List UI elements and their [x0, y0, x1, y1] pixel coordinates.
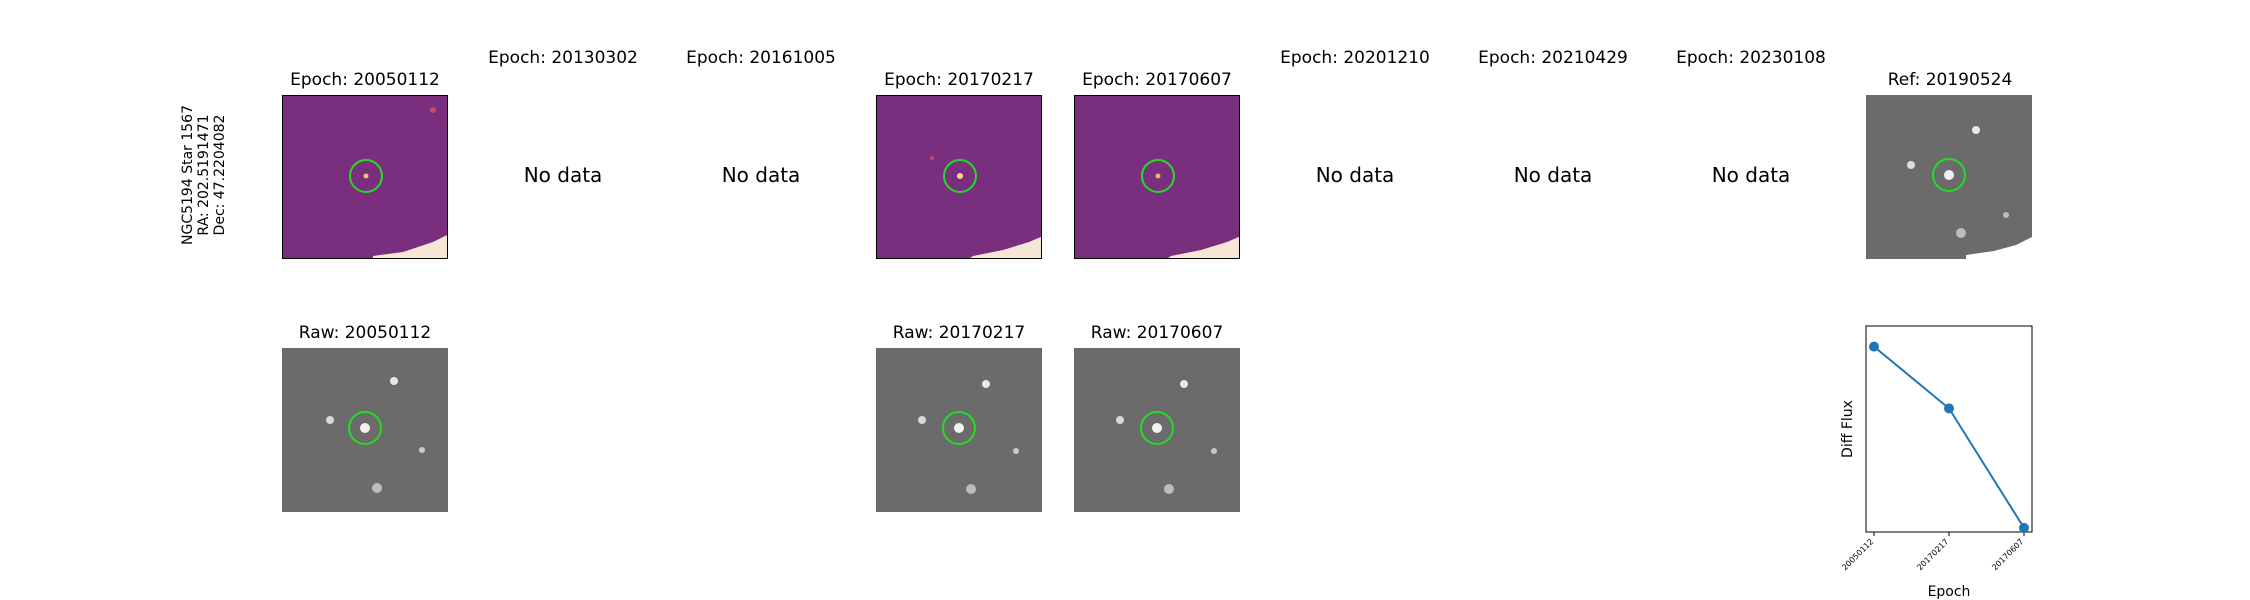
raw-title-20170217: Raw: 20170217 [892, 323, 1026, 343]
target-circle [349, 159, 383, 193]
x-tick-label-20170217: 20170217 [1915, 537, 1950, 572]
no-data-2: No data [523, 163, 603, 187]
epoch-title-4: Epoch: 20170217 [884, 70, 1034, 90]
epoch-title-6: Epoch: 20201210 [1280, 48, 1430, 68]
target-circle [1140, 411, 1174, 445]
no-data-3: No data [721, 163, 801, 187]
raw-image-20050112 [282, 348, 448, 512]
epoch-title-8: Epoch: 20230108 [1676, 48, 1826, 68]
raw-image-20170607 [1074, 348, 1240, 512]
raw-image-20170217 [876, 348, 1042, 512]
y-axis-label: Diff Flux [1840, 400, 1856, 458]
x-tick-label-20170607: 20170607 [1990, 537, 2025, 572]
data-point-20050112 [1869, 341, 1879, 352]
target-circle [943, 159, 977, 193]
star-dec: Dec: 47.2204082 [212, 114, 228, 236]
epoch-title-1: Epoch: 20050112 [290, 70, 440, 90]
diff-image-20050112 [282, 95, 448, 259]
target-circle [348, 411, 382, 445]
star-ra: RA: 202.5191471 [196, 114, 212, 236]
ref-image [1866, 95, 2032, 259]
no-data-8: No data [1711, 163, 1791, 187]
target-circle [942, 411, 976, 445]
star-name: NGC5194 Star 1567 [180, 105, 196, 245]
data-point-20170217 [1944, 403, 1954, 414]
x-tick-label-20050112: 20050112 [1840, 537, 1875, 572]
x-axis-label: Epoch [1928, 584, 1971, 600]
series-line [1873, 345, 2025, 529]
no-data-6: No data [1315, 163, 1395, 187]
target-circle [1932, 158, 1966, 192]
epoch-title-7: Epoch: 20210429 [1478, 48, 1628, 68]
epoch-title-2: Epoch: 20130302 [488, 48, 638, 68]
no-data-7: No data [1513, 163, 1593, 187]
data-point-20170607 [2019, 522, 2029, 533]
target-circle [1141, 159, 1175, 193]
star-label: NGC5194 Star 1567 RA: 202.5191471 Dec: 4… [180, 105, 230, 245]
epoch-title-3: Epoch: 20161005 [686, 48, 836, 68]
diff-image-20170607 [1074, 95, 1240, 259]
epoch-title-5: Epoch: 20170607 [1082, 70, 1232, 90]
ref-title: Ref: 20190524 [1887, 70, 2013, 90]
raw-title-20050112: Raw: 20050112 [298, 323, 432, 343]
diff-image-20170217 [876, 95, 1042, 259]
raw-title-20170607: Raw: 20170607 [1090, 323, 1224, 343]
diff-flux-light-curve: 20050112 20170217 20170607 Epoch Diff Flux [1840, 325, 2033, 600]
